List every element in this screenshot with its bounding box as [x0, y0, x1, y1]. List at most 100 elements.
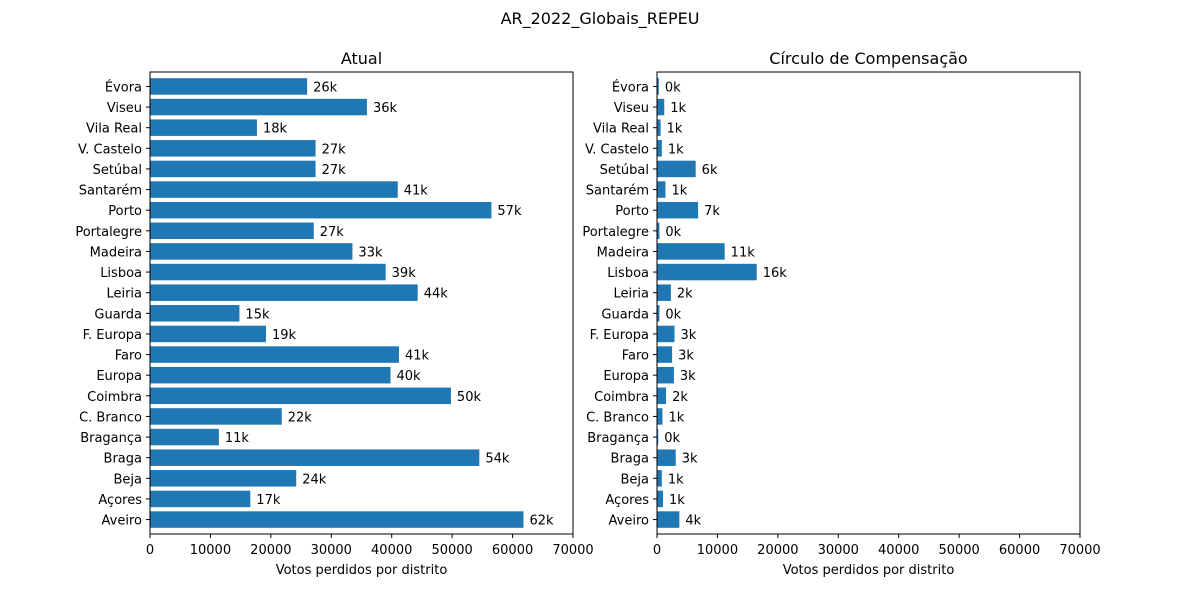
bar-Madeira — [150, 243, 353, 260]
bar-data-label: 1k — [671, 184, 687, 199]
bar-data-label: 54k — [485, 452, 510, 467]
bar-Portalegre — [150, 222, 314, 240]
bar-data-label: 11k — [731, 245, 756, 260]
bar-data-label: 33k — [358, 245, 383, 260]
bar-V. Castelo — [657, 140, 662, 157]
bar-Portalegre — [657, 222, 660, 240]
bar-Açores — [150, 490, 251, 508]
x-tick-label: 40000 — [371, 543, 412, 558]
x-tick-label: 20000 — [757, 543, 798, 558]
bar-data-label: 24k — [302, 472, 327, 487]
y-tick-label: Aveiro — [102, 514, 142, 529]
bar-Bragança — [150, 428, 219, 446]
y-tick-label: Viseu — [614, 101, 649, 116]
panel-title: Atual — [341, 49, 382, 68]
bar-data-label: 0k — [665, 225, 681, 240]
y-tick-label: Braga — [104, 452, 142, 467]
x-tick-label: 10000 — [190, 543, 231, 558]
y-tick-label: V. Castelo — [585, 142, 649, 157]
bar-data-label: 27k — [320, 225, 345, 240]
bar-data-label: 39k — [392, 266, 417, 281]
x-tick-label: 50000 — [431, 543, 472, 558]
y-tick-label: Braga — [611, 452, 649, 467]
bar-data-label: 41k — [404, 184, 429, 199]
x-tick-label: 10000 — [697, 543, 738, 558]
y-tick-label: Portalegre — [582, 225, 649, 240]
x-tick-label: 40000 — [878, 543, 919, 558]
bar-V. Castelo — [150, 140, 316, 157]
bar-data-label: 36k — [373, 101, 398, 116]
y-tick-label: Setúbal — [600, 163, 649, 178]
bar-Bragança — [657, 428, 659, 446]
bar-Europa — [657, 366, 674, 384]
y-tick-label: Bragança — [80, 431, 142, 446]
bar-Évora — [150, 78, 308, 95]
y-tick-label: C. Branco — [586, 410, 649, 425]
bar-C. Branco — [150, 408, 282, 425]
bar-Aveiro — [150, 511, 524, 528]
y-tick-label: Aveiro — [609, 514, 649, 529]
bar-data-label: 11k — [225, 431, 250, 446]
bar-data-label: 3k — [681, 328, 697, 343]
y-tick-label: Leiria — [613, 287, 649, 302]
bar-data-label: 3k — [678, 349, 694, 364]
bar-data-label: 17k — [256, 493, 281, 508]
y-tick-label: V. Castelo — [78, 142, 142, 157]
bar-Vila Real — [150, 119, 257, 136]
bar-Setúbal — [150, 160, 316, 178]
bar-Madeira — [657, 243, 725, 260]
bar-data-label: 7k — [704, 204, 720, 219]
y-tick-label: Coimbra — [594, 390, 649, 405]
bar-data-label: 62k — [529, 514, 554, 529]
y-tick-label: Faro — [115, 349, 142, 364]
bar-Leiria — [150, 284, 418, 301]
bar-Coimbra — [657, 387, 667, 405]
bar-Leiria — [657, 284, 671, 301]
y-tick-label: Lisboa — [607, 266, 649, 281]
bar-Évora — [657, 78, 659, 95]
y-tick-label: Guarda — [94, 307, 142, 322]
bar-Braga — [657, 449, 676, 466]
bar-Braga — [150, 449, 480, 466]
y-tick-label: Europa — [603, 369, 649, 384]
bar-Beja — [657, 470, 662, 487]
y-tick-label: Setúbal — [93, 163, 142, 178]
x-axis-label: Votos perdidos por distrito — [783, 563, 955, 578]
bar-Faro — [657, 346, 673, 363]
bar-data-label: 16k — [763, 266, 788, 281]
bar-data-label: 26k — [313, 80, 338, 95]
bar-data-label: 3k — [682, 452, 698, 467]
bar-Açores — [657, 490, 664, 508]
y-tick-label: Açores — [605, 493, 649, 508]
bar-Lisboa — [657, 263, 757, 281]
x-tick-label: 70000 — [1059, 543, 1100, 558]
bar-Porto — [657, 201, 699, 219]
bar-data-label: 41k — [405, 349, 430, 364]
bar-F. Europa — [657, 325, 675, 343]
y-tick-label: C. Branco — [79, 410, 142, 425]
bar-data-label: 50k — [457, 390, 482, 405]
bar-data-label: 40k — [397, 369, 422, 384]
y-tick-label: Coimbra — [87, 390, 142, 405]
y-tick-label: Faro — [622, 349, 649, 364]
bar-data-label: 18k — [263, 122, 288, 137]
bar-data-label: 0k — [665, 307, 681, 322]
panel-title: Círculo de Compensação — [769, 49, 967, 68]
bar-Guarda — [150, 305, 240, 322]
bar-Viseu — [150, 98, 367, 116]
bar-Guarda — [657, 305, 660, 322]
y-tick-label: Évora — [105, 79, 142, 95]
y-tick-label: Açores — [98, 493, 142, 508]
bar-data-label: 1k — [668, 142, 684, 157]
x-tick-label: 0 — [146, 543, 154, 558]
bar-data-label: 27k — [322, 142, 347, 157]
bar-data-label: 6k — [702, 163, 718, 178]
y-tick-label: Viseu — [107, 101, 142, 116]
plot-frame — [149, 71, 574, 535]
bar-data-label: 44k — [424, 287, 449, 302]
bar-Aveiro — [657, 511, 680, 528]
y-tick-label: Europa — [96, 369, 142, 384]
bar-data-label: 15k — [245, 307, 270, 322]
y-tick-label: Lisboa — [100, 266, 142, 281]
bar-data-label: 19k — [272, 328, 297, 343]
